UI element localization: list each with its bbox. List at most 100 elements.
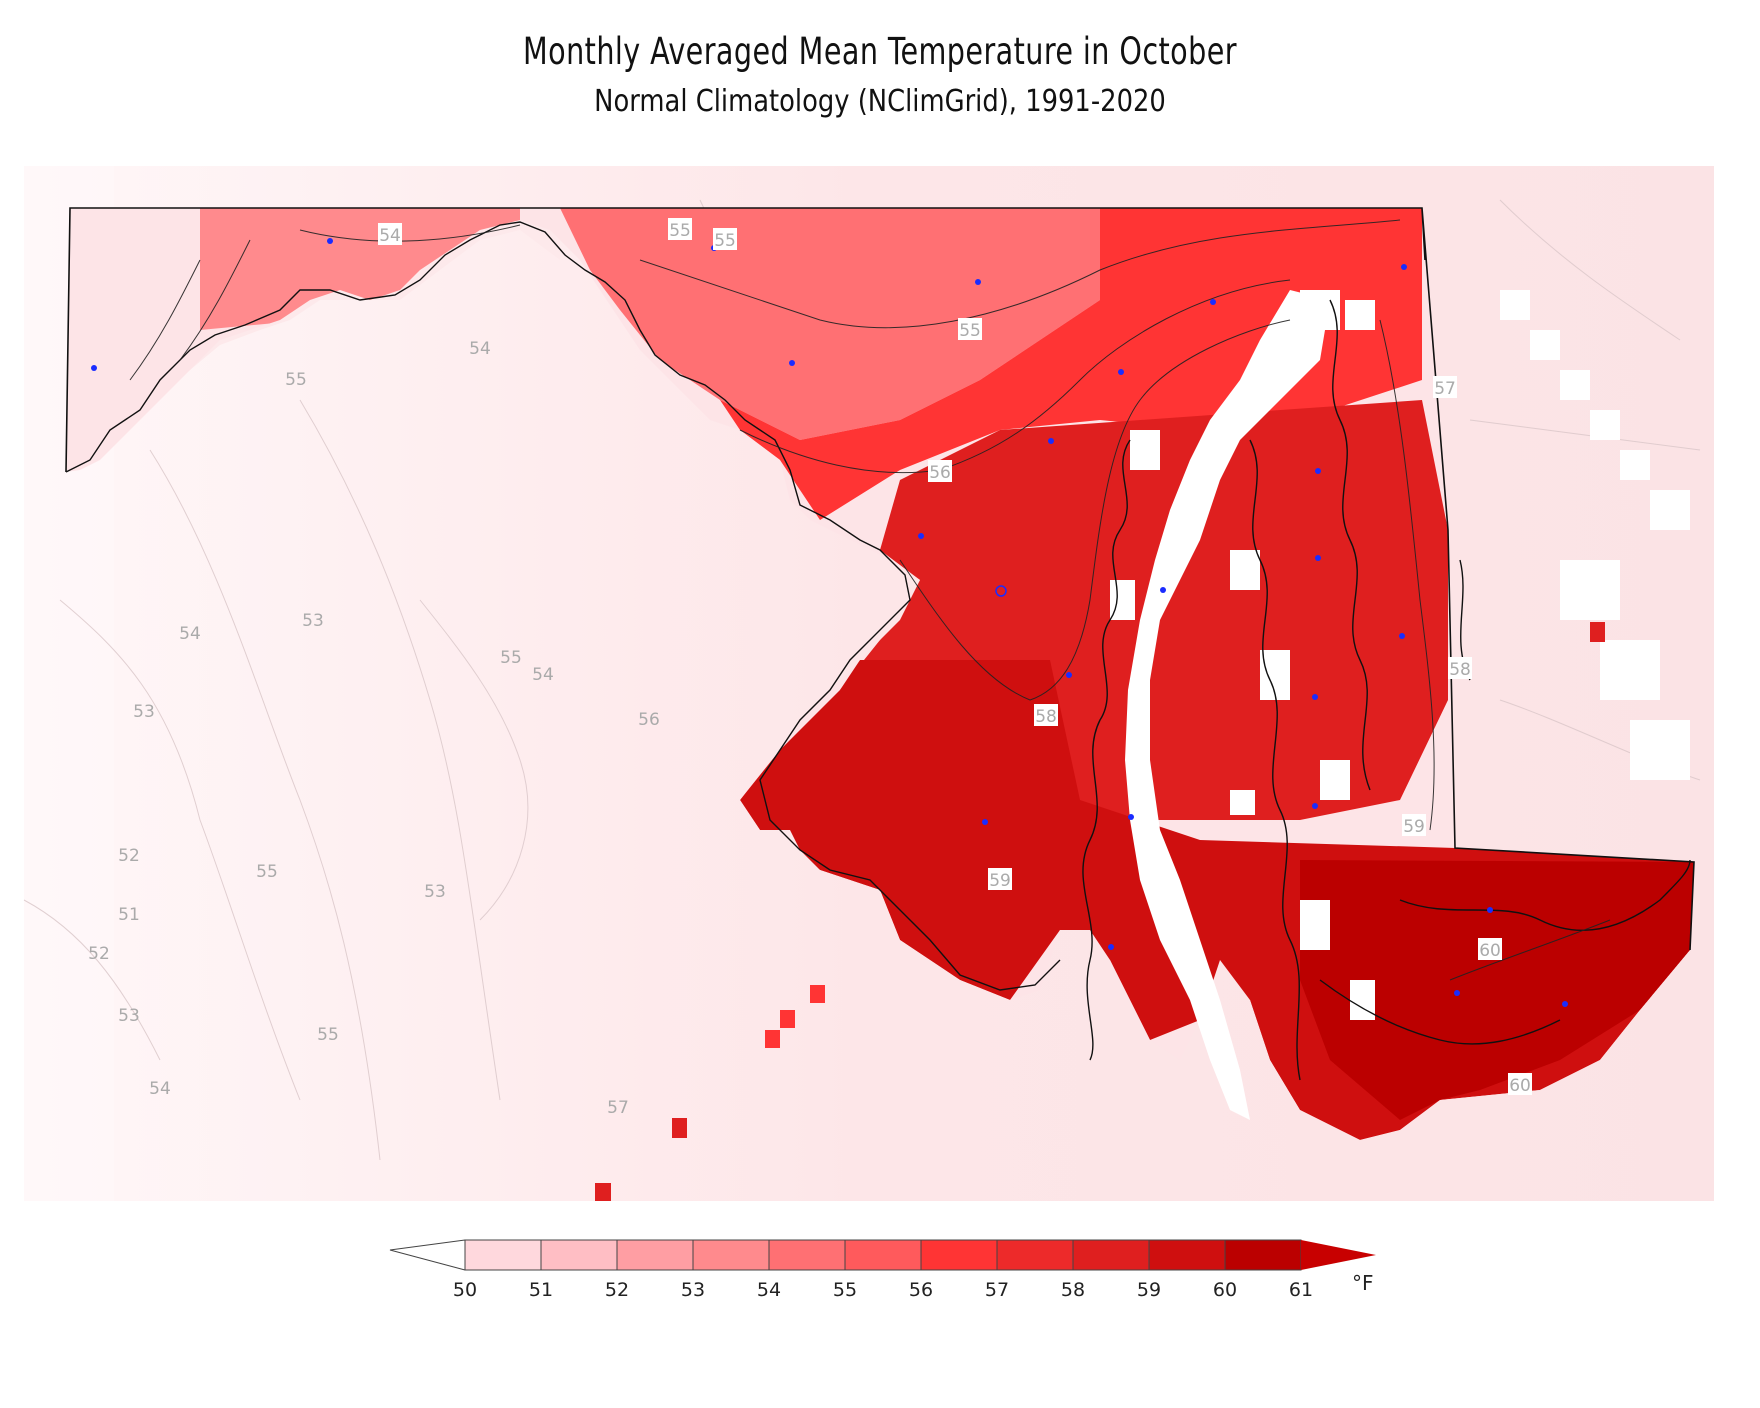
contour-label: 58 [1449, 660, 1471, 680]
contour-label-group: 60 [1508, 1073, 1532, 1096]
contour-label: 51 [118, 905, 140, 925]
contour-label-group: 58 [1448, 657, 1472, 680]
colorbar-arrow-low [389, 1239, 466, 1271]
contour-label: 54 [149, 1079, 171, 1099]
colorbar-bin [692, 1239, 770, 1271]
contour-label-group: 58 [1034, 704, 1058, 727]
contour-label: 57 [1434, 379, 1456, 399]
colorbar-bin [844, 1239, 922, 1271]
station-dot [1128, 814, 1134, 820]
colorbar-tick-label: 59 [1137, 1279, 1161, 1301]
colorbar-tick-label: 58 [1061, 1279, 1085, 1301]
contour-label: 60 [1479, 941, 1501, 961]
colorbar-tick-label: 60 [1213, 1279, 1237, 1301]
colorbar-bin [540, 1239, 618, 1271]
contour-label-group: 59 [1402, 814, 1426, 837]
contour-label: 60 [1509, 1076, 1531, 1096]
colorbar-bin [768, 1239, 846, 1271]
station-dot [1160, 587, 1166, 593]
contour-label: 55 [500, 648, 522, 668]
station-dot [91, 365, 97, 371]
shorelines [1082, 299, 1691, 1081]
colorbar-bin [616, 1239, 694, 1271]
station-dot [1399, 633, 1405, 639]
contour-label: 55 [959, 321, 981, 341]
title-block: Monthly Averaged Mean Temperature in Oct… [0, 28, 1760, 122]
colorbar-tick-label: 57 [985, 1279, 1009, 1301]
colorbar-unit-label: °F [1352, 1271, 1374, 1295]
colorbar-bin [1072, 1239, 1150, 1271]
contour-label-group: 54 [378, 223, 402, 246]
contour-label: 55 [317, 1025, 339, 1045]
contour-label: 52 [88, 944, 110, 964]
chesapeake-bay [1125, 290, 1330, 1120]
contour-label-group: 55 [958, 318, 982, 341]
contour-label: 53 [118, 1006, 140, 1026]
contour-label-group: 55 [668, 218, 692, 241]
station-dot [1312, 803, 1318, 809]
station-dot [327, 238, 333, 244]
colorbar-bin [464, 1239, 542, 1271]
contour-label: 56 [638, 710, 660, 730]
maryland-border [65, 207, 1695, 951]
station-dot [1312, 694, 1318, 700]
colorbar-bin [1148, 1239, 1226, 1271]
contour-label: 55 [714, 231, 736, 251]
station-dot [918, 533, 924, 539]
colorbar-tick-label: 61 [1289, 1279, 1313, 1301]
state-contours [129, 219, 1611, 981]
contour-label: 53 [302, 611, 324, 631]
station-dot [1066, 672, 1072, 678]
station-dot [1562, 1001, 1568, 1007]
contour-label: 59 [1403, 817, 1425, 837]
contour-label: 58 [1035, 707, 1057, 727]
contour-label: 53 [424, 882, 446, 902]
colorbar-tick-label: 54 [757, 1279, 781, 1301]
contour-label-group: 57 [1433, 376, 1457, 399]
contour-labels: 54 55 55 55 56 57 58 58 59 59 60 60 54 5… [88, 218, 1532, 1118]
station-dot [1315, 555, 1321, 561]
contour-label: 55 [256, 862, 278, 882]
station-dot [1118, 369, 1124, 375]
contour-label-group: 59 [988, 868, 1012, 891]
colorbar-arrow-high [1301, 1240, 1376, 1270]
station-dot [789, 360, 795, 366]
contour-label: 54 [179, 624, 201, 644]
contour-label-group: 55 [713, 228, 737, 251]
colorbar-tick-label: 53 [681, 1279, 705, 1301]
station-dot-open [995, 585, 1007, 597]
station-dot [1454, 990, 1460, 996]
station-dot [1108, 944, 1114, 950]
colorbar-tick-label: 56 [909, 1279, 933, 1301]
station-dot [1210, 299, 1216, 305]
contour-label: 59 [989, 871, 1011, 891]
colorbar: 50 51 52 53 54 55 56 57 58 59 60 61 [389, 1239, 1376, 1301]
contour-label: 55 [669, 221, 691, 241]
potomac-border [65, 221, 1061, 991]
station-dot [1315, 468, 1321, 474]
isolated-cells [595, 622, 1605, 1201]
colorbar-tick-label: 52 [605, 1279, 629, 1301]
contour-label-group: 60 [1478, 938, 1502, 961]
station-dot [975, 279, 981, 285]
contour-label: 57 [607, 1098, 629, 1118]
contour-label: 54 [469, 339, 491, 359]
contour-label-group: 56 [928, 460, 952, 483]
colorbar-bin [996, 1239, 1074, 1271]
station-dots [91, 238, 1568, 1007]
station-dot [982, 819, 988, 825]
contour-label: 56 [929, 463, 951, 483]
background-contours [23, 199, 1701, 1161]
station-dot [1487, 907, 1493, 913]
station-dot [1048, 438, 1054, 444]
contour-label: 53 [133, 702, 155, 722]
contour-label: 55 [285, 370, 307, 390]
colorbar-tick-label: 51 [529, 1279, 553, 1301]
contour-label: 54 [532, 665, 554, 685]
contour-label: 54 [379, 226, 401, 246]
map-subtitle: Normal Climatology (NClimGrid), 1991-202… [594, 84, 1166, 119]
colorbar-tick-label: 55 [833, 1279, 857, 1301]
colorbar-bin [920, 1239, 998, 1271]
delaware-white-cells [1500, 290, 1690, 780]
